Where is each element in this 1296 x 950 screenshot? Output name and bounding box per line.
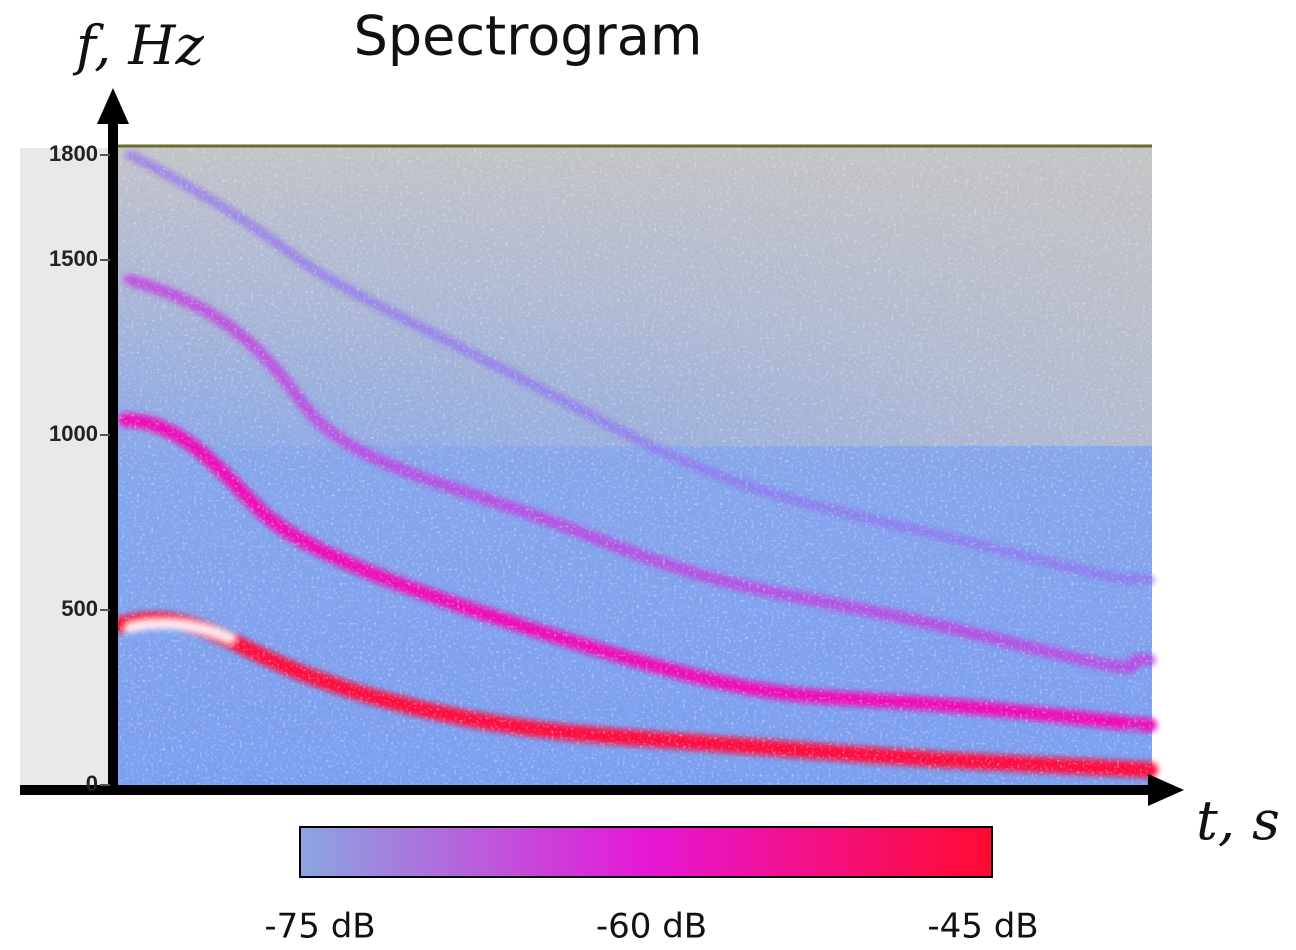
axis-panel (20, 148, 118, 790)
y-tick-label: 1500 (49, 246, 98, 271)
chart-title: Spectrogram (354, 5, 703, 68)
axes (20, 88, 1184, 806)
y-tick-label: 500 (61, 596, 98, 621)
y-tick-label: 0 (86, 771, 98, 796)
x-axis-label: t, s (1196, 789, 1280, 852)
y-axis-label: f, Hz (72, 14, 204, 77)
colorbar (299, 826, 993, 878)
y-tick-label: 1800 (49, 141, 98, 166)
colorbar-tick-label: -60 dB (596, 907, 707, 947)
colorbar-tick-label: -45 dB (927, 907, 1038, 947)
spectrogram-image (112, 144, 1158, 786)
y-tick-label: 1000 (49, 421, 98, 446)
colorbar-tick-label: -75 dB (264, 907, 375, 947)
